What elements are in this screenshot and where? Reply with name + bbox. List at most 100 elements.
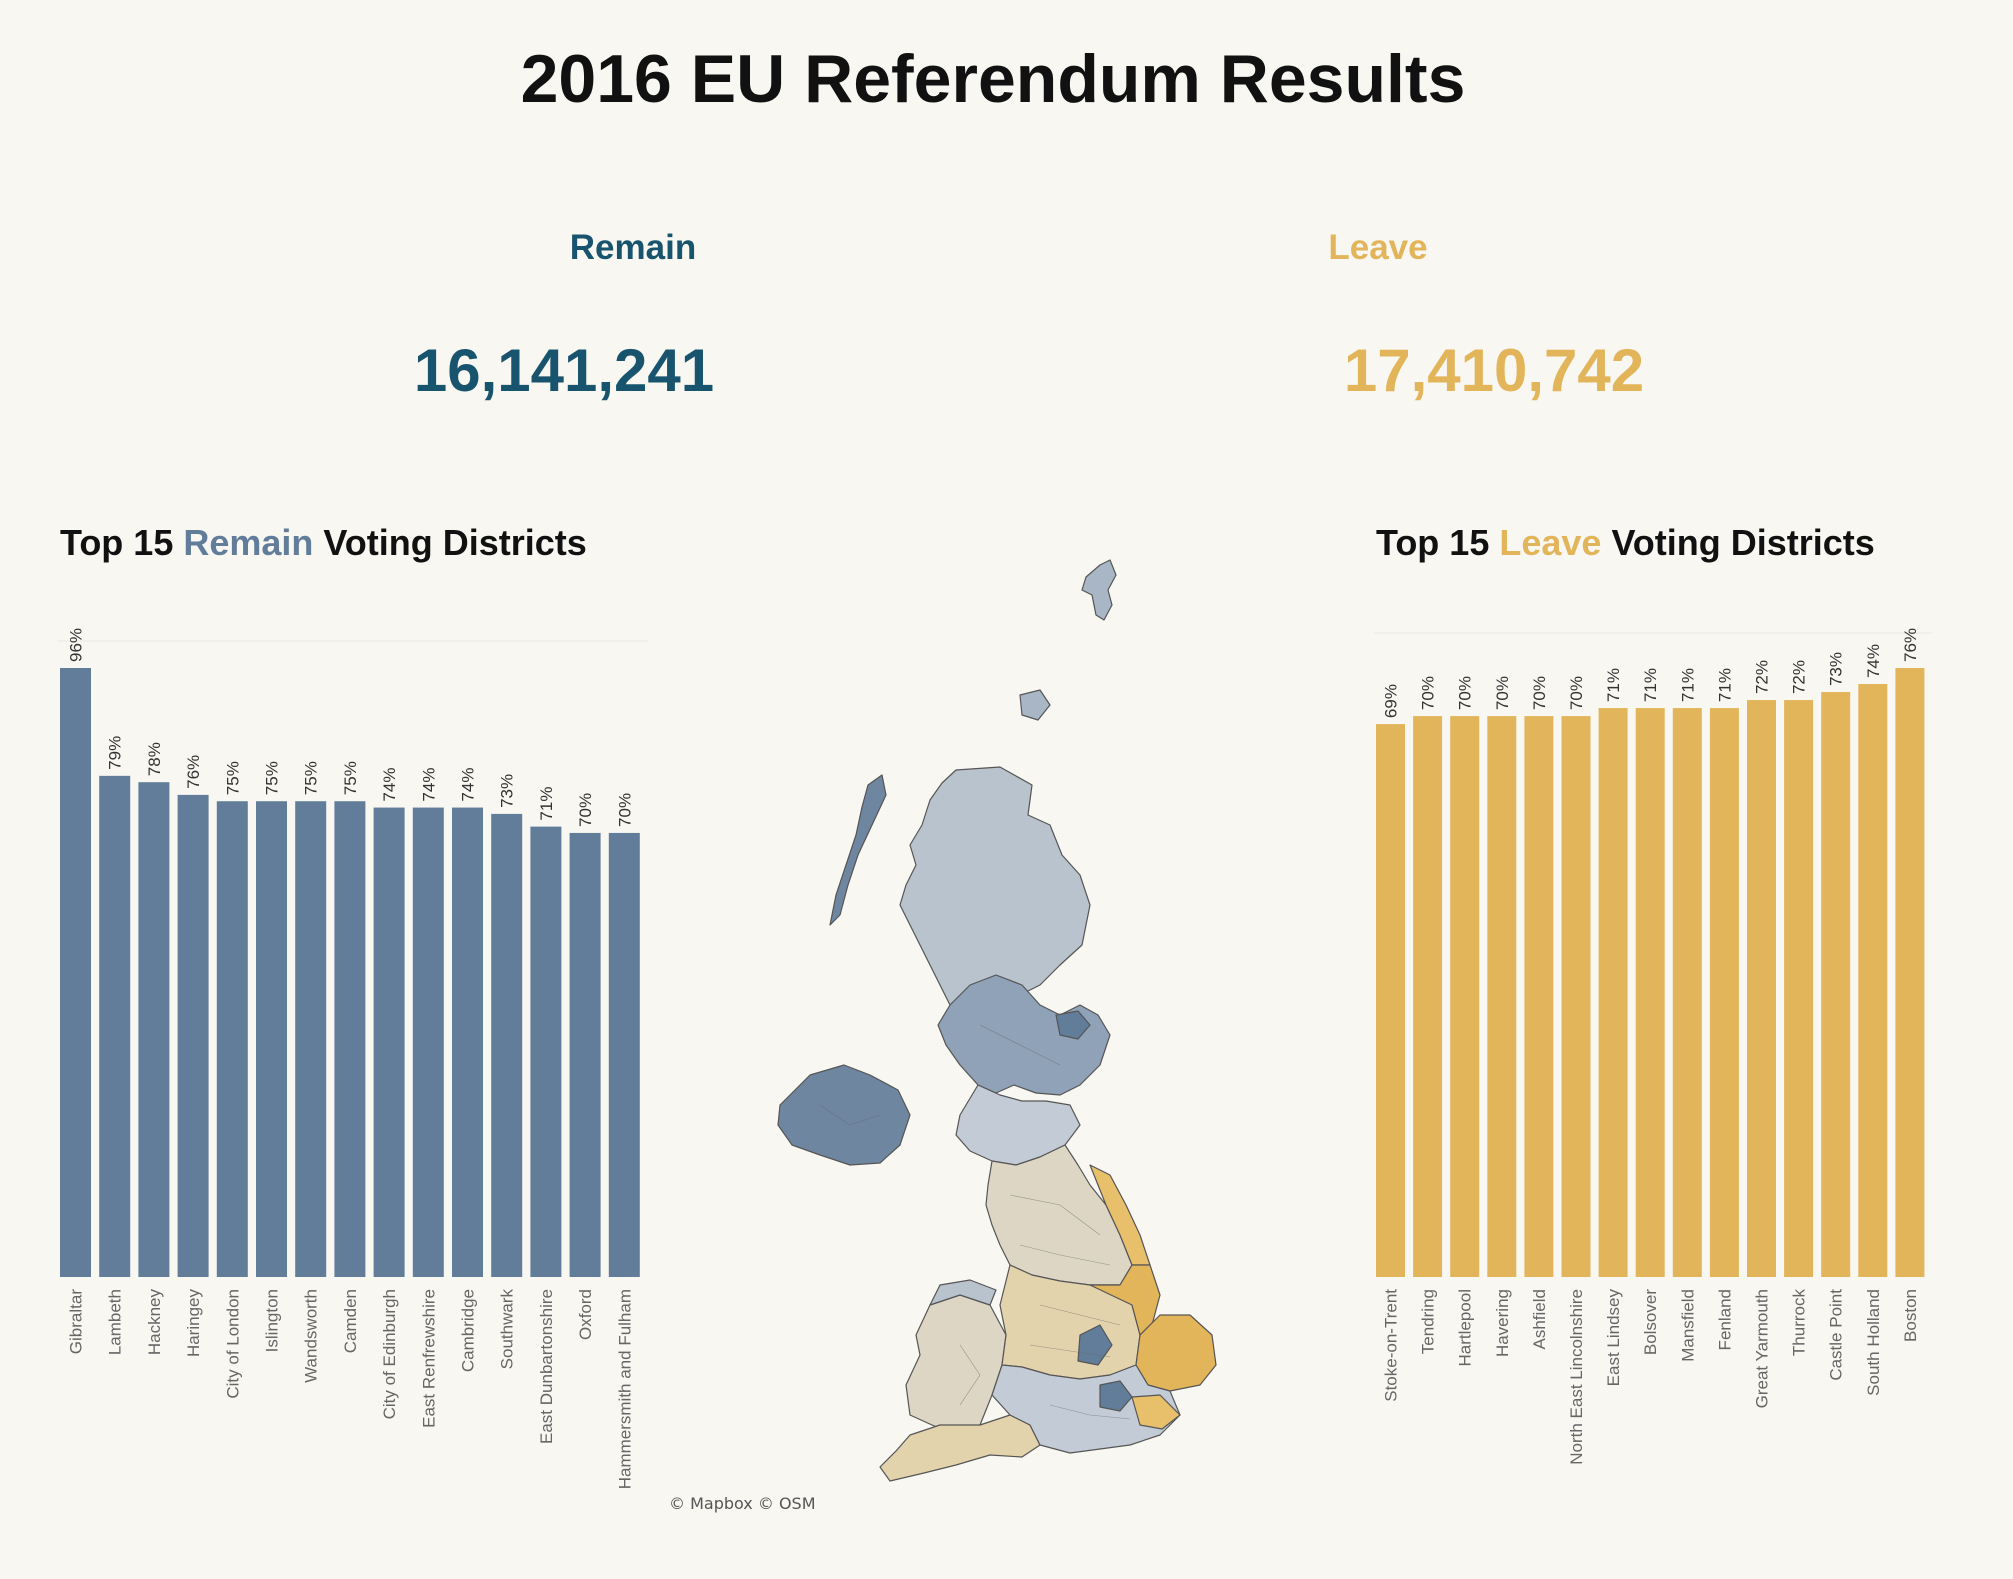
bar-value-label: 75% bbox=[223, 761, 242, 795]
bar[interactable] bbox=[1709, 708, 1739, 1277]
leave-chart-title-highlight: Leave bbox=[1499, 522, 1602, 563]
bar[interactable] bbox=[1561, 716, 1591, 1277]
category-label: Cambridge bbox=[459, 1289, 478, 1372]
bar-value-label: 70% bbox=[1456, 676, 1475, 710]
category-label: Hartlepool bbox=[1456, 1289, 1475, 1367]
category-label: Great Yarmouth bbox=[1753, 1289, 1772, 1408]
bar[interactable] bbox=[1487, 716, 1517, 1277]
bar-value-label: 70% bbox=[576, 793, 595, 827]
leave-chart-title: Top 15 Leave Voting Districts bbox=[1376, 522, 1875, 564]
bar[interactable] bbox=[177, 794, 209, 1277]
bar-value-label: 70% bbox=[615, 793, 634, 827]
leave-chart-title-prefix: Top 15 bbox=[1376, 522, 1500, 563]
bar[interactable] bbox=[1895, 668, 1925, 1277]
bar[interactable] bbox=[295, 801, 327, 1277]
leave-label: Leave bbox=[1328, 228, 1428, 267]
bar-value-label: 75% bbox=[263, 761, 282, 795]
bar[interactable] bbox=[1450, 716, 1480, 1277]
category-label: Boston bbox=[1901, 1289, 1920, 1342]
remain-chart-title-suffix: Voting Districts bbox=[313, 522, 587, 563]
bar[interactable] bbox=[569, 832, 601, 1277]
category-label: City of Edinburgh bbox=[380, 1289, 399, 1419]
bar[interactable] bbox=[1821, 692, 1851, 1277]
remain-label: Remain bbox=[569, 228, 697, 267]
bar[interactable] bbox=[1747, 700, 1776, 1277]
bar-value-label: 71% bbox=[1641, 668, 1660, 702]
bar-value-label: 71% bbox=[1678, 668, 1697, 702]
map-attribution: © Mapbox © OSM bbox=[669, 1494, 816, 1513]
remain-bar-chart: 96% Gibraltar 79% Lambeth 78% Hackney 76% Harin… bbox=[58, 628, 648, 1489]
bar-value-label: 70% bbox=[1493, 676, 1512, 710]
map-region-shetland bbox=[1081, 559, 1117, 621]
leave-chart-title-suffix: Voting Districts bbox=[1601, 522, 1875, 563]
map-region-kent bbox=[1131, 1394, 1181, 1430]
category-label: East Renfrewshire bbox=[419, 1289, 438, 1428]
map-region-edinburgh bbox=[1055, 1010, 1091, 1040]
bar[interactable] bbox=[1858, 684, 1888, 1277]
category-label: North East Lincolnshire bbox=[1567, 1289, 1586, 1465]
bar[interactable] bbox=[99, 775, 131, 1277]
category-label: Havering bbox=[1493, 1289, 1512, 1357]
bar-value-label: 75% bbox=[341, 761, 360, 795]
bar[interactable] bbox=[412, 807, 444, 1277]
bar-value-label: 79% bbox=[106, 736, 125, 770]
map-region-western-isles bbox=[829, 774, 887, 926]
bar-value-label: 71% bbox=[537, 787, 556, 821]
bar[interactable] bbox=[491, 813, 523, 1277]
category-label: Castle Point bbox=[1827, 1289, 1846, 1381]
bar[interactable] bbox=[530, 826, 562, 1277]
category-label: Fenland bbox=[1715, 1289, 1734, 1350]
category-label: Bolsover bbox=[1641, 1289, 1660, 1355]
category-label: Haringey bbox=[184, 1289, 203, 1358]
bar-value-label: 74% bbox=[459, 768, 478, 802]
bar-value-label: 70% bbox=[1567, 676, 1586, 710]
bar-value-label: 76% bbox=[184, 755, 203, 789]
bar[interactable] bbox=[1524, 716, 1554, 1277]
remain-chart-title-highlight: Remain bbox=[183, 522, 314, 563]
bar-value-label: 72% bbox=[1790, 660, 1809, 694]
bar[interactable] bbox=[138, 782, 170, 1277]
map-region-london bbox=[1099, 1380, 1133, 1412]
category-label: Mansfield bbox=[1678, 1289, 1697, 1362]
bar-value-label: 70% bbox=[1530, 676, 1549, 710]
map-region-east-anglia bbox=[1135, 1314, 1217, 1392]
bar[interactable] bbox=[1784, 700, 1814, 1277]
category-label: Wandsworth bbox=[302, 1289, 321, 1383]
category-label: Tendring bbox=[1419, 1289, 1438, 1354]
bar-value-label: 74% bbox=[419, 768, 438, 802]
bar[interactable] bbox=[256, 801, 287, 1277]
bar[interactable] bbox=[216, 801, 248, 1277]
bar[interactable] bbox=[452, 807, 483, 1277]
bar[interactable] bbox=[60, 668, 91, 1277]
bar-value-label: 71% bbox=[1604, 668, 1623, 702]
bar-value-label: 69% bbox=[1382, 684, 1401, 718]
category-label: City of London bbox=[223, 1289, 242, 1399]
bar[interactable] bbox=[1672, 708, 1702, 1277]
map-region-orkney bbox=[1019, 689, 1051, 721]
leave-bar-chart: 69% Stoke-on-Trent 70% Tendring 70% Hartlepoo… bbox=[1374, 628, 1933, 1465]
bar[interactable] bbox=[608, 832, 640, 1277]
bar[interactable] bbox=[1413, 716, 1443, 1277]
map-region-northern-ireland bbox=[777, 1064, 911, 1166]
category-label: Hackney bbox=[145, 1289, 164, 1356]
bar[interactable] bbox=[1376, 724, 1405, 1277]
bar-value-label: 70% bbox=[1419, 676, 1438, 710]
bar-value-label: 74% bbox=[1864, 644, 1883, 678]
bar[interactable] bbox=[373, 807, 405, 1277]
bar[interactable] bbox=[334, 801, 366, 1277]
category-label: Camden bbox=[341, 1289, 360, 1353]
category-label: Stoke-on-Trent bbox=[1382, 1289, 1401, 1402]
category-label: Thurrock bbox=[1790, 1289, 1809, 1357]
bar-value-label: 72% bbox=[1753, 660, 1772, 694]
bar[interactable] bbox=[1635, 708, 1665, 1277]
bar-value-label: 74% bbox=[380, 768, 399, 802]
bar-value-label: 73% bbox=[498, 774, 517, 808]
category-label: Hammersmith and Fulham bbox=[615, 1289, 634, 1489]
map-region-wales-north bbox=[929, 1279, 997, 1306]
bar[interactable] bbox=[1598, 708, 1628, 1277]
uk-choropleth-map[interactable] bbox=[760, 545, 1280, 1485]
category-label: East Lindsey bbox=[1604, 1289, 1623, 1387]
map-region-south-west bbox=[879, 1414, 1041, 1482]
remain-chart-title-prefix: Top 15 bbox=[60, 522, 184, 563]
map-region-wales bbox=[905, 1294, 1007, 1436]
